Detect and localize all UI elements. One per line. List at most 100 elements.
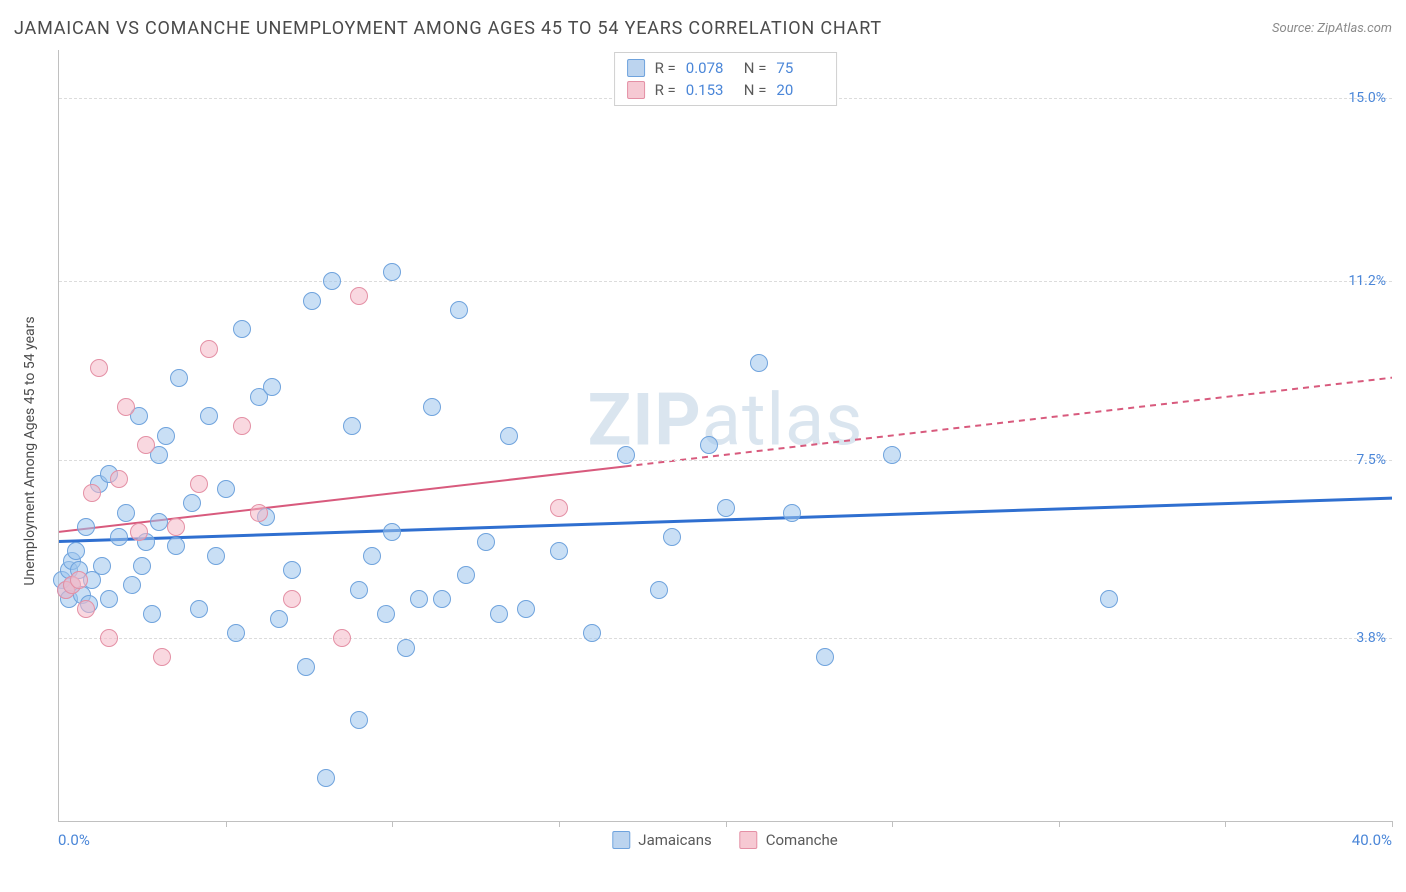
data-point <box>93 557 111 575</box>
x-tick <box>1392 821 1393 827</box>
data-point <box>137 436 155 454</box>
data-point <box>363 547 381 565</box>
y-tick-label: 3.8% <box>1356 630 1386 646</box>
data-point <box>317 769 335 787</box>
x-max-label: 40.0% <box>1352 831 1392 849</box>
x-tick <box>726 821 727 827</box>
data-point <box>130 523 148 541</box>
data-point <box>303 292 321 310</box>
data-point <box>123 576 141 594</box>
data-point <box>183 494 201 512</box>
data-point <box>650 581 668 599</box>
legend-item: Jamaicans <box>612 831 711 849</box>
data-point <box>663 528 681 546</box>
data-point <box>383 263 401 281</box>
data-point <box>110 528 128 546</box>
grid-line <box>59 460 1392 461</box>
data-point <box>1100 590 1118 608</box>
data-point <box>423 398 441 416</box>
data-point <box>550 542 568 560</box>
data-point <box>410 590 428 608</box>
data-point <box>263 378 281 396</box>
y-tick-label: 7.5% <box>1356 452 1386 468</box>
data-point <box>227 624 245 642</box>
legend-swatch <box>627 81 645 99</box>
legend-swatch <box>612 831 630 849</box>
x-tick <box>559 821 560 827</box>
data-point <box>750 354 768 372</box>
data-point <box>323 272 341 290</box>
data-point <box>457 566 475 584</box>
data-point <box>583 624 601 642</box>
data-point <box>816 648 834 666</box>
data-point <box>83 484 101 502</box>
data-point <box>117 398 135 416</box>
legend-swatch <box>740 831 758 849</box>
data-point <box>190 475 208 493</box>
trend-lines <box>59 50 1392 821</box>
plot-area: R =0.078N =75R =0.153N =20 ZIPatlas 3.8%… <box>58 50 1392 822</box>
data-point <box>233 320 251 338</box>
legend-stat-row: R =0.078N =75 <box>627 57 825 79</box>
legend-item: Comanche <box>740 831 838 849</box>
data-point <box>270 610 288 628</box>
data-point <box>250 504 268 522</box>
data-point <box>217 480 235 498</box>
data-point <box>200 340 218 358</box>
data-point <box>170 369 188 387</box>
x-tick <box>226 821 227 827</box>
data-point <box>350 711 368 729</box>
data-point <box>283 561 301 579</box>
data-point <box>343 417 361 435</box>
data-point <box>717 499 735 517</box>
data-point <box>283 590 301 608</box>
data-point <box>143 605 161 623</box>
data-point <box>110 470 128 488</box>
data-point <box>233 417 251 435</box>
x-min-label: 0.0% <box>58 831 90 849</box>
data-point <box>383 523 401 541</box>
data-point <box>100 590 118 608</box>
data-point <box>500 427 518 445</box>
data-point <box>100 629 118 647</box>
y-axis-label: Unemployment Among Ages 45 to 54 years <box>22 316 38 585</box>
y-tick-label: 15.0% <box>1348 90 1386 106</box>
data-point <box>377 605 395 623</box>
legend-label: Jamaicans <box>638 831 711 849</box>
data-point <box>90 359 108 377</box>
series-legend: Jamaicans Comanche <box>612 831 837 849</box>
data-point <box>700 436 718 454</box>
x-tick <box>1225 821 1226 827</box>
data-point <box>133 557 151 575</box>
source-attribution: Source: ZipAtlas.com <box>1272 21 1392 36</box>
y-tick-label: 11.2% <box>1348 273 1386 289</box>
data-point <box>550 499 568 517</box>
plot-wrapper: Unemployment Among Ages 45 to 54 years R… <box>40 50 1392 852</box>
data-point <box>67 542 85 560</box>
data-point <box>433 590 451 608</box>
data-point <box>77 600 95 618</box>
data-point <box>190 600 208 618</box>
x-axis: 0.0% Jamaicans Comanche 40.0% <box>58 828 1392 852</box>
x-tick <box>392 821 393 827</box>
data-point <box>157 427 175 445</box>
data-point <box>153 648 171 666</box>
data-point <box>617 446 635 464</box>
data-point <box>450 301 468 319</box>
data-point <box>167 537 185 555</box>
legend-stat-row: R =0.153N =20 <box>627 79 825 101</box>
grid-line <box>59 281 1392 282</box>
data-point <box>297 658 315 676</box>
data-point <box>883 446 901 464</box>
data-point <box>150 513 168 531</box>
legend-label: Comanche <box>766 831 838 849</box>
correlation-legend: R =0.078N =75R =0.153N =20 <box>614 52 838 106</box>
data-point <box>333 629 351 647</box>
data-point <box>397 639 415 657</box>
data-point <box>783 504 801 522</box>
data-point <box>167 518 185 536</box>
chart-title: JAMAICAN VS COMANCHE UNEMPLOYMENT AMONG … <box>14 18 882 39</box>
data-point <box>207 547 225 565</box>
data-point <box>200 407 218 425</box>
grid-line <box>59 638 1392 639</box>
